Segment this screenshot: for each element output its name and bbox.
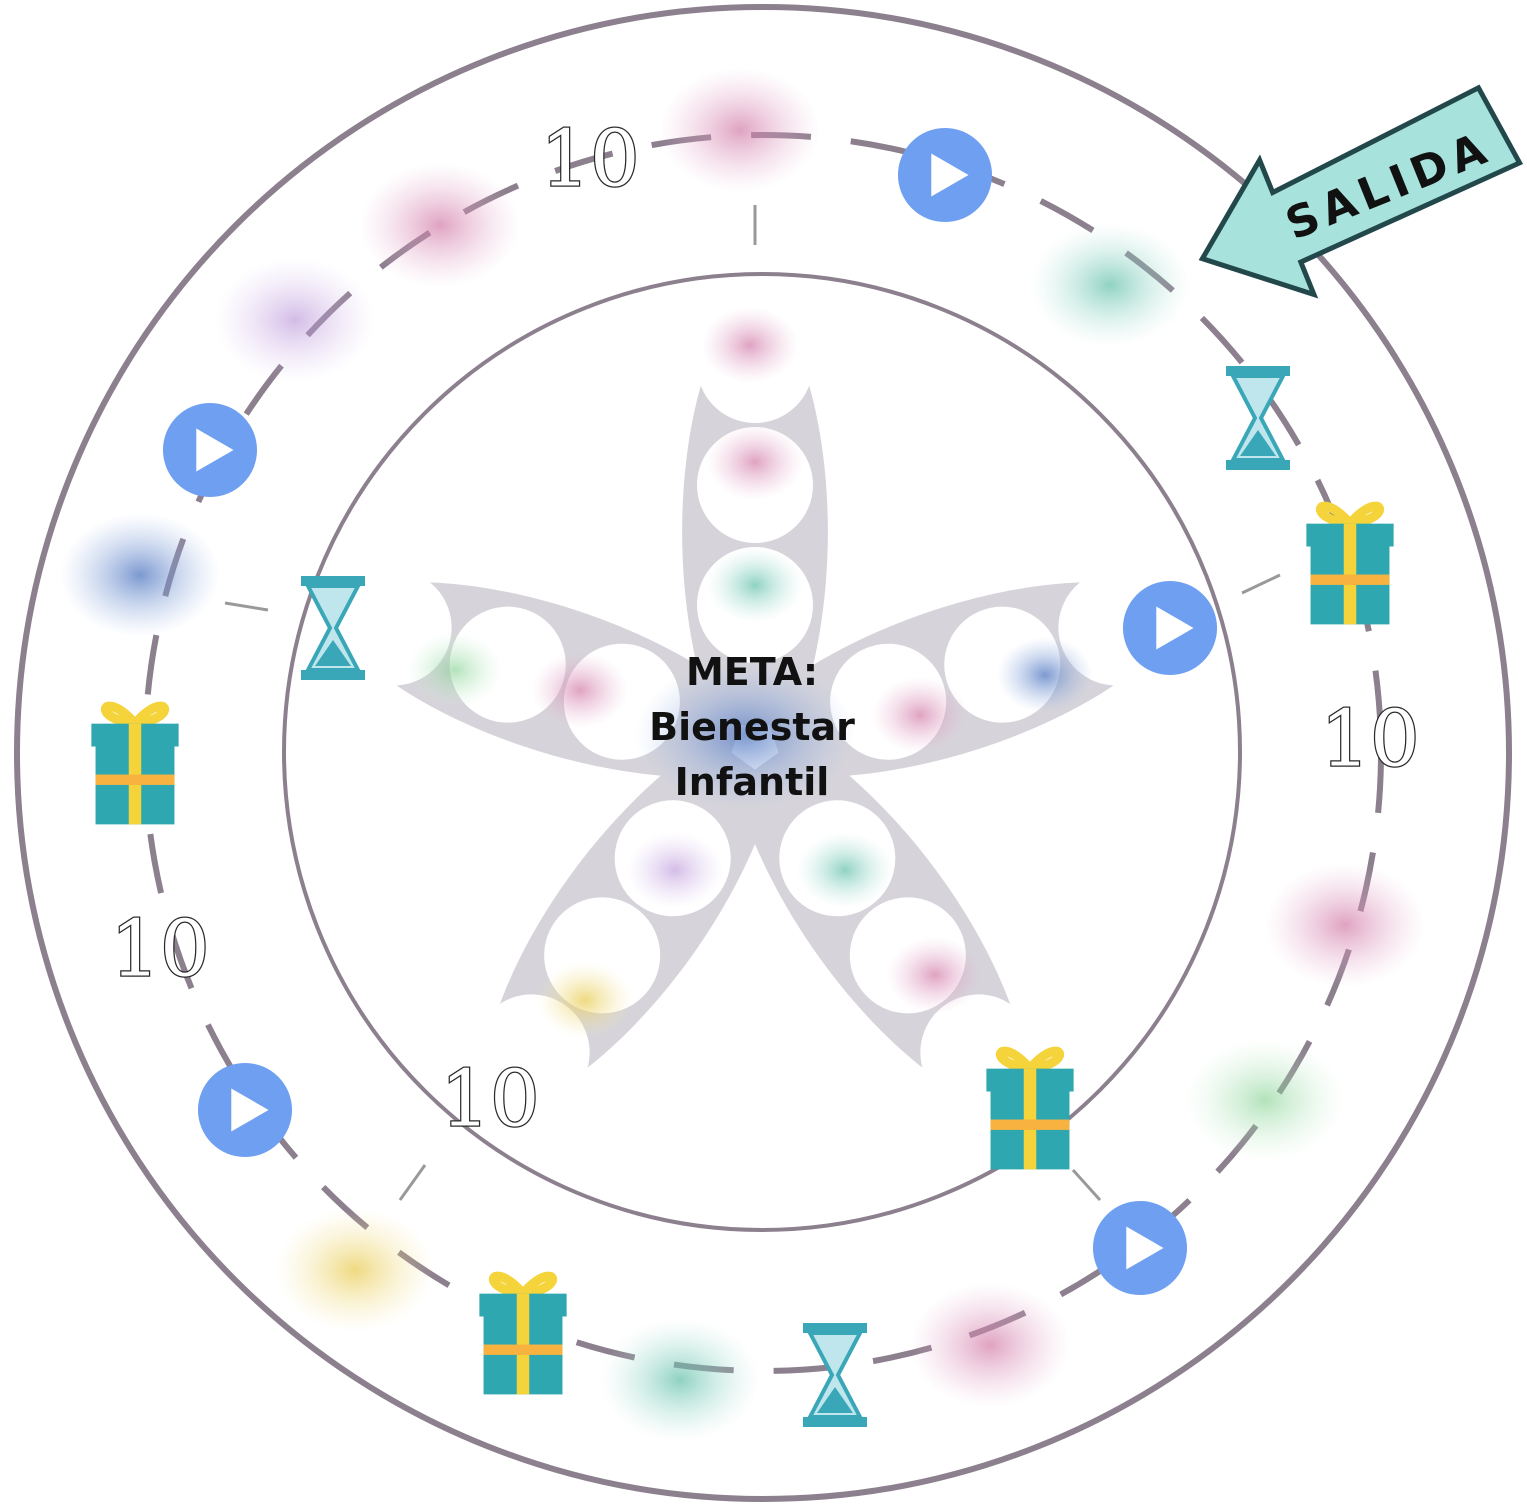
arrow [400,1165,425,1200]
arrow [1073,1170,1100,1200]
illustration-square [707,424,803,500]
illustration-square [997,637,1093,713]
illustration-square [60,513,220,637]
illustration-square [532,652,628,728]
game-board: 10 10 10 10 META: Bienestar Infantil SALIDA [0,0,1527,1506]
goal-text: Infantil [675,760,830,804]
illustration-square [702,307,798,383]
illustration-square [707,547,803,623]
play-square [163,403,257,497]
goal-text: Bienestar [649,705,855,749]
gift-square [1306,506,1393,624]
play-square [198,1063,292,1157]
gift-square [91,706,178,824]
start-arrow: SALIDA [1176,70,1527,328]
ten-square: 10 [440,1055,539,1145]
illustration-square [797,832,893,908]
illustration-square [275,1208,435,1332]
arrow [1242,575,1280,593]
illustration-square [910,1283,1070,1407]
illustration-square [360,163,520,287]
illustration-square [1265,863,1425,987]
illustration-square [1030,223,1190,347]
illustration-square [660,68,820,192]
gift-square [986,1051,1073,1169]
illustration-square [537,962,633,1038]
ten-square: 10 [540,115,639,205]
ten-square: 10 [1320,695,1419,785]
goal-text: META: [686,650,818,694]
illustration-square [407,632,503,708]
hourglass-square [803,1323,867,1427]
illustration-square [600,1318,760,1442]
arrow [225,603,268,610]
play-square [1093,1201,1187,1295]
illustration-square [872,677,968,753]
play-square [898,128,992,222]
play-square [1123,581,1217,675]
illustration-square [887,937,983,1013]
illustration-square [215,258,375,382]
illustration-square [627,832,723,908]
illustration-square [1185,1038,1345,1162]
gift-square [479,1276,566,1394]
ten-square: 10 [110,905,209,995]
